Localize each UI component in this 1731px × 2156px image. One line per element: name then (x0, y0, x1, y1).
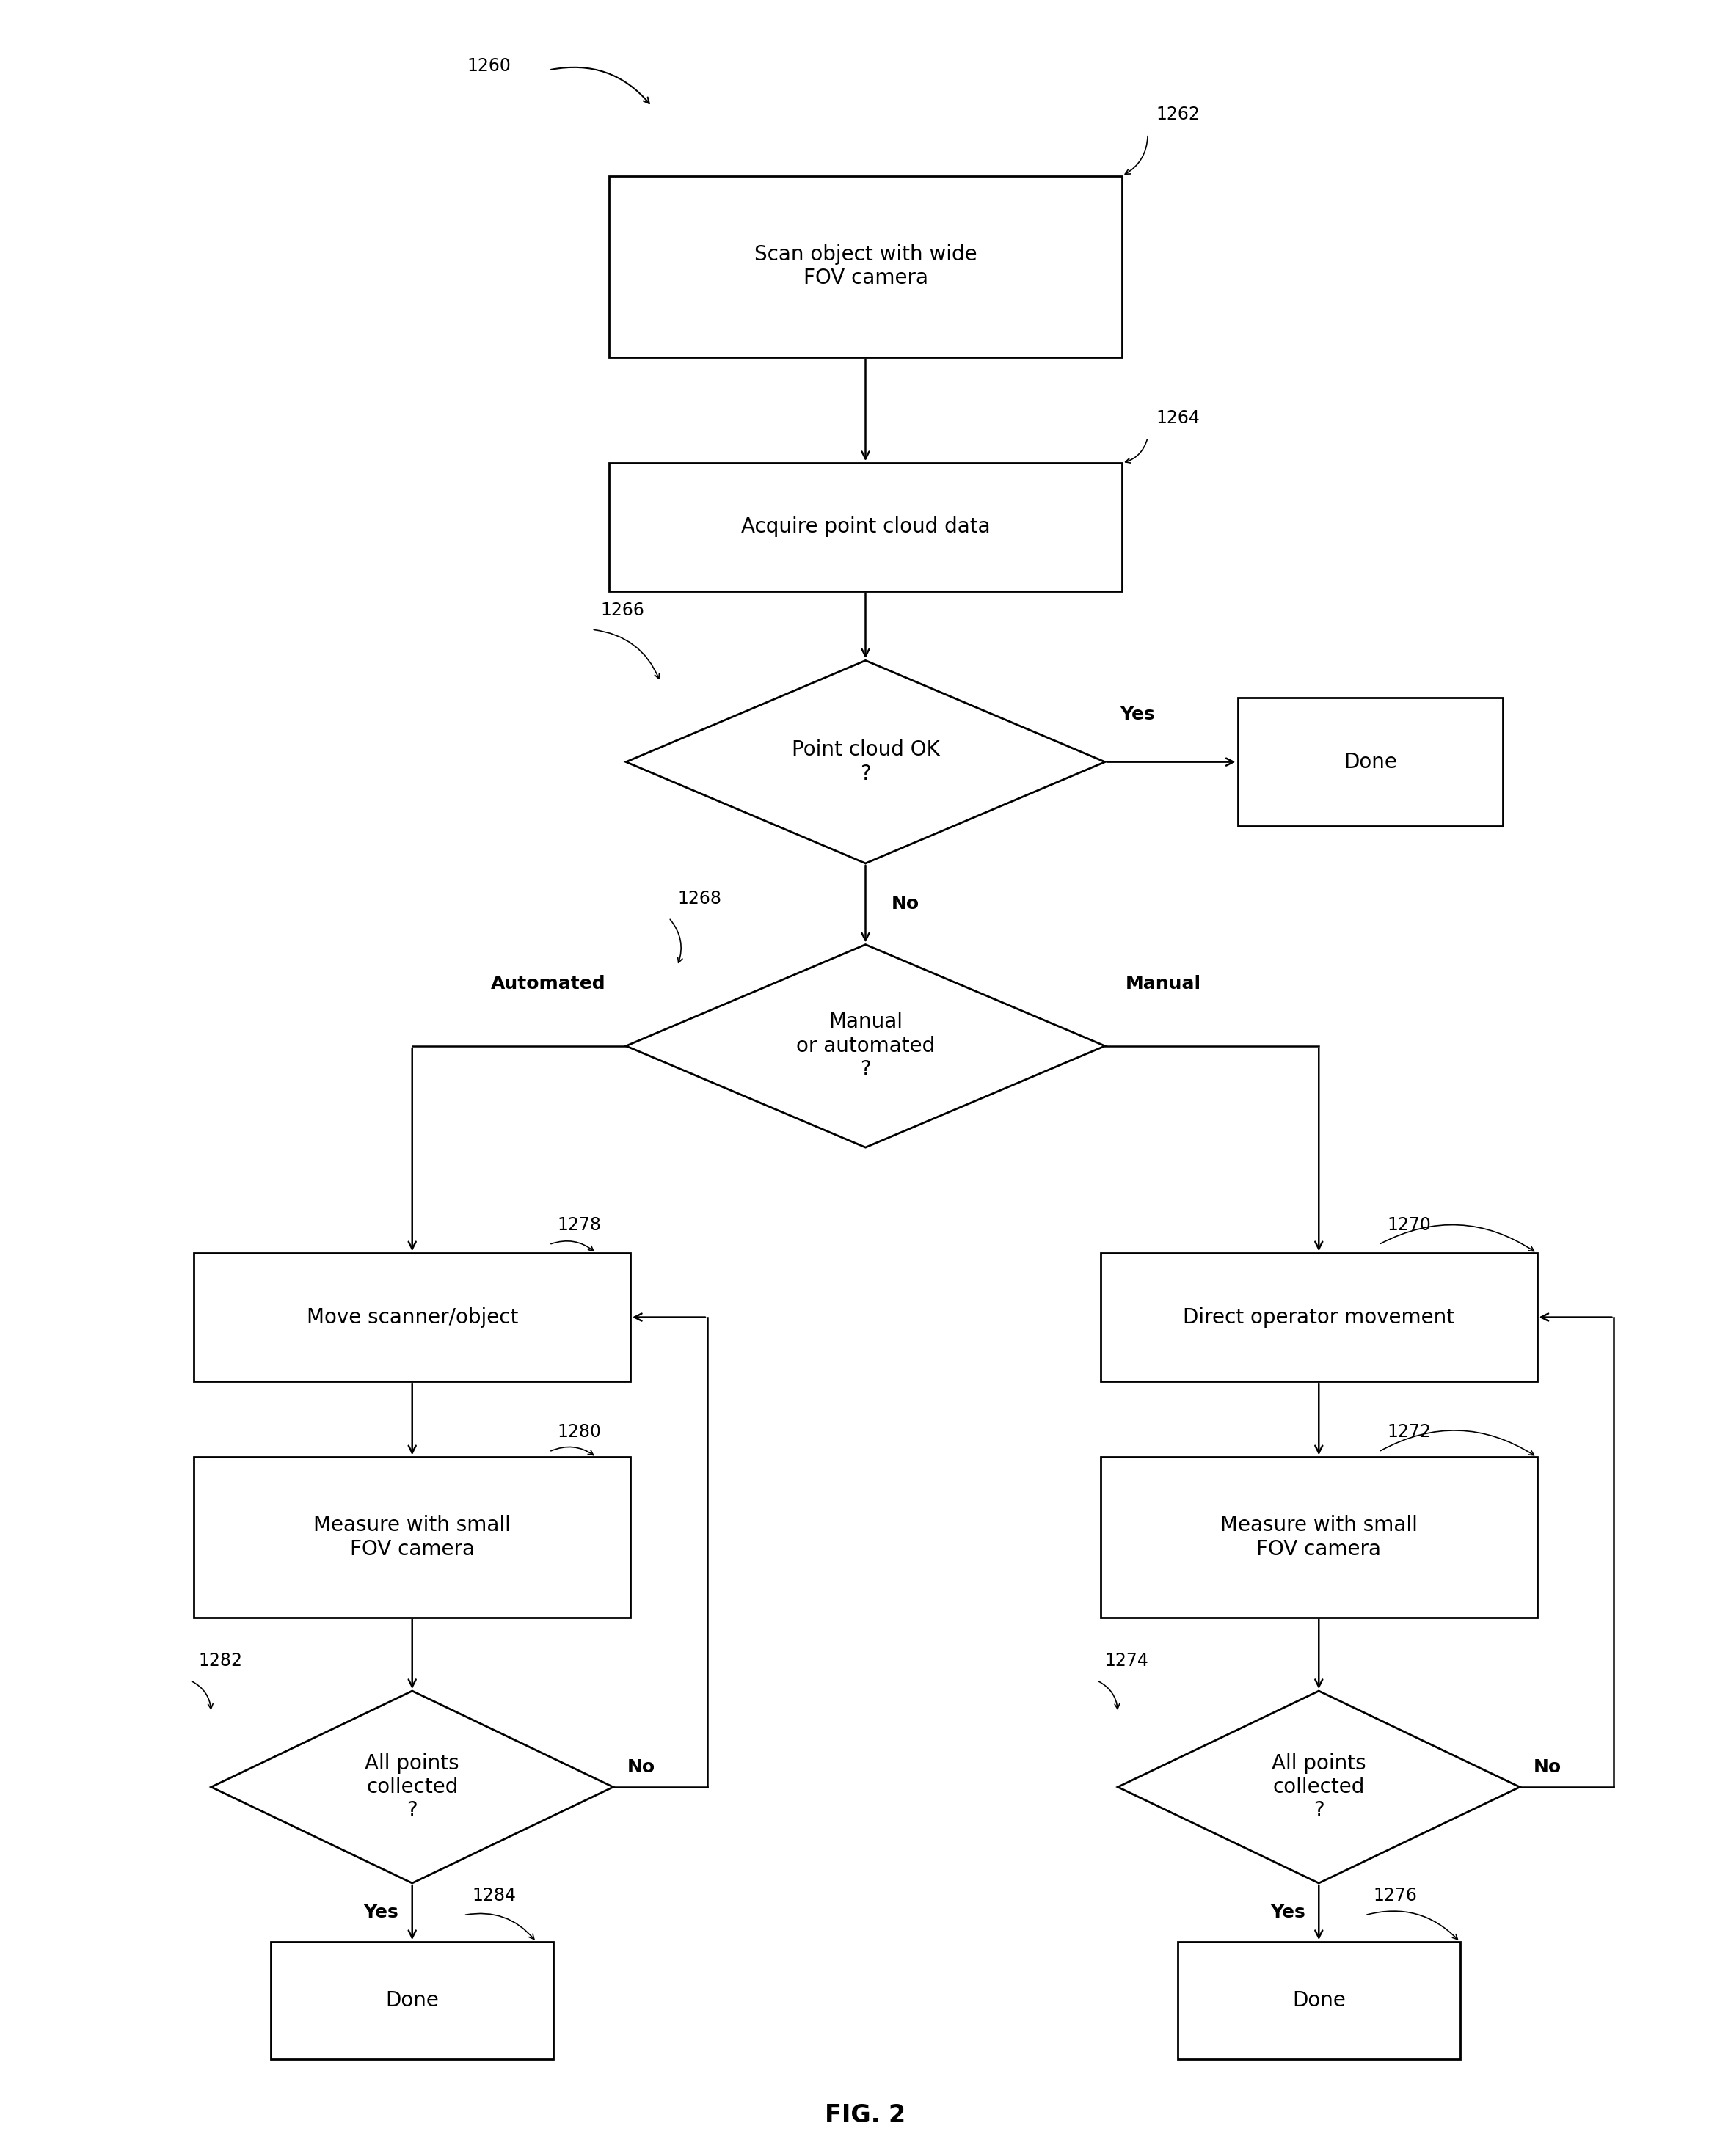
Text: Yes: Yes (364, 1904, 398, 1921)
Text: 1270: 1270 (1387, 1216, 1432, 1233)
Text: 1266: 1266 (601, 602, 644, 619)
Text: No: No (1534, 1759, 1561, 1777)
Text: 1264: 1264 (1156, 410, 1200, 427)
Text: Point cloud OK
?: Point cloud OK ? (791, 740, 940, 785)
Text: 1276: 1276 (1374, 1886, 1418, 1904)
FancyBboxPatch shape (1238, 699, 1503, 826)
Text: Manual
or automated
?: Manual or automated ? (796, 1011, 935, 1080)
FancyBboxPatch shape (1177, 1943, 1459, 2059)
Text: Automated: Automated (490, 975, 606, 992)
Polygon shape (211, 1690, 613, 1882)
Text: FIG. 2: FIG. 2 (826, 2102, 905, 2128)
Text: Done: Done (386, 1990, 440, 2012)
Text: Direct operator movement: Direct operator movement (1182, 1307, 1454, 1328)
Text: Scan object with wide
FOV camera: Scan object with wide FOV camera (755, 244, 976, 289)
Text: Yes: Yes (1271, 1904, 1305, 1921)
Text: 1268: 1268 (677, 890, 722, 908)
Text: Manual: Manual (1125, 975, 1201, 992)
Polygon shape (627, 660, 1104, 862)
Text: 1260: 1260 (467, 56, 511, 75)
FancyBboxPatch shape (1101, 1253, 1537, 1382)
Text: Measure with small
FOV camera: Measure with small FOV camera (313, 1516, 511, 1559)
Polygon shape (1118, 1690, 1520, 1882)
Text: Measure with small
FOV camera: Measure with small FOV camera (1220, 1516, 1418, 1559)
Text: 1278: 1278 (557, 1216, 602, 1233)
Text: Done: Done (1343, 752, 1397, 772)
Text: 1262: 1262 (1156, 106, 1200, 123)
Text: 1282: 1282 (199, 1651, 242, 1669)
FancyBboxPatch shape (194, 1253, 630, 1382)
FancyBboxPatch shape (272, 1943, 554, 2059)
Text: No: No (891, 895, 919, 912)
Text: All points
collected
?: All points collected ? (365, 1753, 459, 1822)
Text: 1272: 1272 (1387, 1423, 1432, 1440)
FancyBboxPatch shape (1101, 1457, 1537, 1617)
FancyBboxPatch shape (609, 175, 1122, 358)
Text: Yes: Yes (1120, 705, 1155, 724)
FancyBboxPatch shape (194, 1457, 630, 1617)
FancyBboxPatch shape (609, 464, 1122, 591)
Text: No: No (627, 1759, 654, 1777)
Text: Move scanner/object: Move scanner/object (306, 1307, 518, 1328)
Text: 1284: 1284 (473, 1886, 516, 1904)
Polygon shape (627, 944, 1104, 1147)
Text: Done: Done (1291, 1990, 1345, 2012)
Text: All points
collected
?: All points collected ? (1272, 1753, 1366, 1822)
Text: Acquire point cloud data: Acquire point cloud data (741, 517, 990, 537)
Text: 1274: 1274 (1104, 1651, 1149, 1669)
Text: 1280: 1280 (557, 1423, 602, 1440)
